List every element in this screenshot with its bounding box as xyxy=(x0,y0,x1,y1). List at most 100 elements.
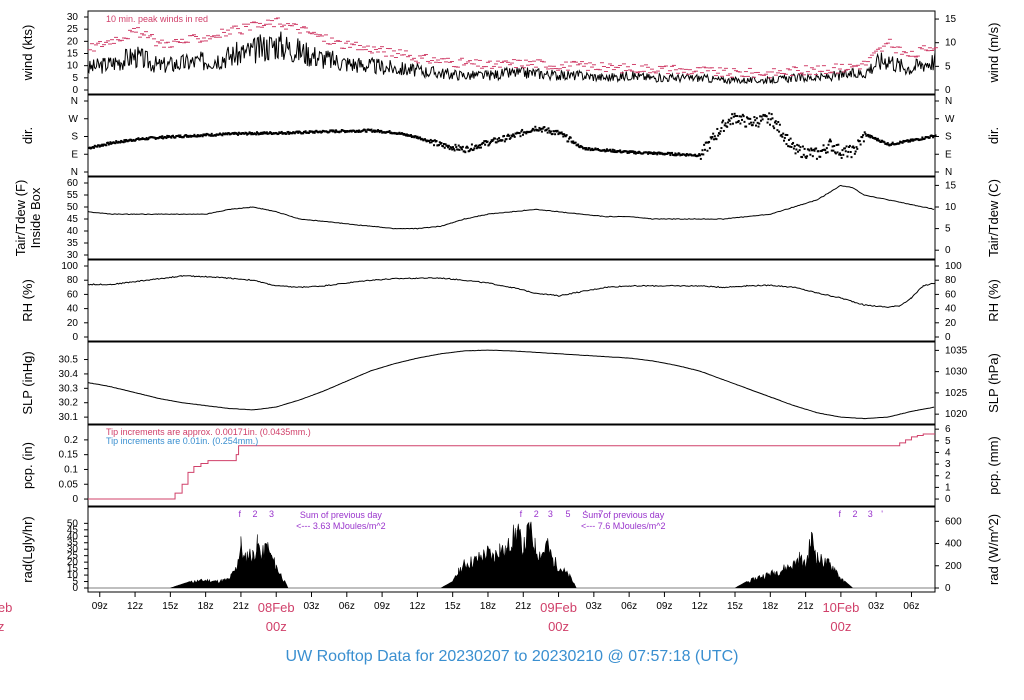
radiation-marker: f xyxy=(238,509,241,519)
direction-point xyxy=(842,153,845,156)
direction-point xyxy=(612,150,615,153)
direction-point xyxy=(129,138,132,141)
x-day-date: 09Feb xyxy=(540,600,577,615)
direction-point xyxy=(761,118,764,121)
direction-point xyxy=(676,153,679,156)
direction-point xyxy=(237,133,240,136)
direction-point xyxy=(852,145,855,148)
radiation-marker: 2 xyxy=(534,509,539,519)
direction-point xyxy=(711,135,714,138)
direction-point xyxy=(736,115,739,118)
y-tick-label: 40 xyxy=(67,304,79,315)
direction-point xyxy=(92,146,95,149)
direction-point xyxy=(722,119,725,122)
direction-point xyxy=(497,140,500,143)
y-tick-label-right: 10 xyxy=(945,202,957,213)
direction-point xyxy=(834,152,837,155)
y-tick-label-right: 5 xyxy=(945,224,951,235)
direction-point xyxy=(98,145,101,148)
direction-point xyxy=(808,149,811,152)
y-tick-label-right: 80 xyxy=(945,275,957,286)
direction-point xyxy=(735,121,738,124)
y-tick-label-right: 200 xyxy=(945,561,962,572)
direction-point xyxy=(655,152,658,155)
direction-point xyxy=(827,143,830,146)
direction-point xyxy=(784,133,787,136)
direction-point xyxy=(153,136,156,139)
direction-point xyxy=(787,145,790,148)
direction-point xyxy=(685,154,688,157)
direction-point xyxy=(124,140,127,143)
direction-point xyxy=(833,144,836,147)
chart-footer-title: UW Rooftop Data for 20230207 to 20230210… xyxy=(285,648,739,665)
y-tick-label-right: 100 xyxy=(945,261,962,272)
y-tick-label-right: 0 xyxy=(945,85,951,96)
direction-point xyxy=(484,140,487,143)
direction-point xyxy=(520,130,523,133)
direction-point xyxy=(435,140,438,143)
direction-point xyxy=(867,135,870,138)
direction-point xyxy=(578,146,581,149)
direction-point xyxy=(470,143,473,146)
direction-point xyxy=(885,143,888,146)
direction-point xyxy=(532,128,535,131)
direction-point xyxy=(796,143,799,146)
direction-point xyxy=(750,121,753,124)
direction-point xyxy=(525,132,528,135)
y-tick-label: N xyxy=(71,96,78,107)
x-tick-label: 21z xyxy=(233,601,249,612)
y-tick-label-right: 2 xyxy=(945,471,951,482)
direction-point xyxy=(468,149,471,152)
direction-point xyxy=(97,144,100,147)
direction-point xyxy=(521,128,524,131)
direction-point xyxy=(751,124,754,127)
direction-point xyxy=(221,134,224,137)
direction-point xyxy=(473,147,476,150)
direction-point xyxy=(759,119,762,122)
direction-point xyxy=(574,141,577,144)
direction-point xyxy=(451,146,454,149)
direction-point xyxy=(465,145,468,148)
direction-point xyxy=(835,144,838,147)
y-tick-label: 30.1 xyxy=(59,412,79,423)
y-label-left: Tair/Tdew (F)Inside Box xyxy=(13,180,43,257)
direction-point xyxy=(370,128,373,131)
direction-point xyxy=(868,134,871,137)
direction-point xyxy=(766,121,769,124)
x-tick-label: 09z xyxy=(92,601,108,612)
direction-point xyxy=(828,140,831,143)
x-tick-label: 21z xyxy=(798,601,814,612)
direction-point xyxy=(122,141,125,144)
direction-point xyxy=(450,146,453,149)
direction-point xyxy=(710,137,713,140)
direction-point xyxy=(251,131,254,134)
direction-point xyxy=(456,148,459,151)
direction-point xyxy=(461,145,464,148)
direction-point xyxy=(455,146,458,149)
direction-point xyxy=(909,138,912,141)
direction-point xyxy=(757,125,760,128)
direction-point xyxy=(778,130,781,133)
direction-point xyxy=(512,134,515,137)
direction-point xyxy=(565,134,568,137)
direction-point xyxy=(789,137,792,140)
radiation-area xyxy=(88,521,935,589)
direction-point xyxy=(114,142,117,145)
direction-point xyxy=(801,156,804,159)
direction-point xyxy=(610,150,613,153)
direction-point xyxy=(313,131,316,134)
direction-point xyxy=(443,146,446,149)
direction-point xyxy=(511,135,514,138)
direction-point xyxy=(262,132,265,135)
direction-point xyxy=(741,113,744,116)
direction-point xyxy=(721,121,724,124)
direction-point xyxy=(378,131,381,134)
direction-point xyxy=(656,153,659,156)
direction-point xyxy=(477,144,480,147)
panel-frame xyxy=(87,341,936,425)
radiation-marker: 3 xyxy=(269,509,274,519)
direction-point xyxy=(788,145,791,148)
y-tick-label: 55 xyxy=(67,190,79,201)
direction-point xyxy=(245,132,248,135)
direction-point xyxy=(413,136,416,139)
